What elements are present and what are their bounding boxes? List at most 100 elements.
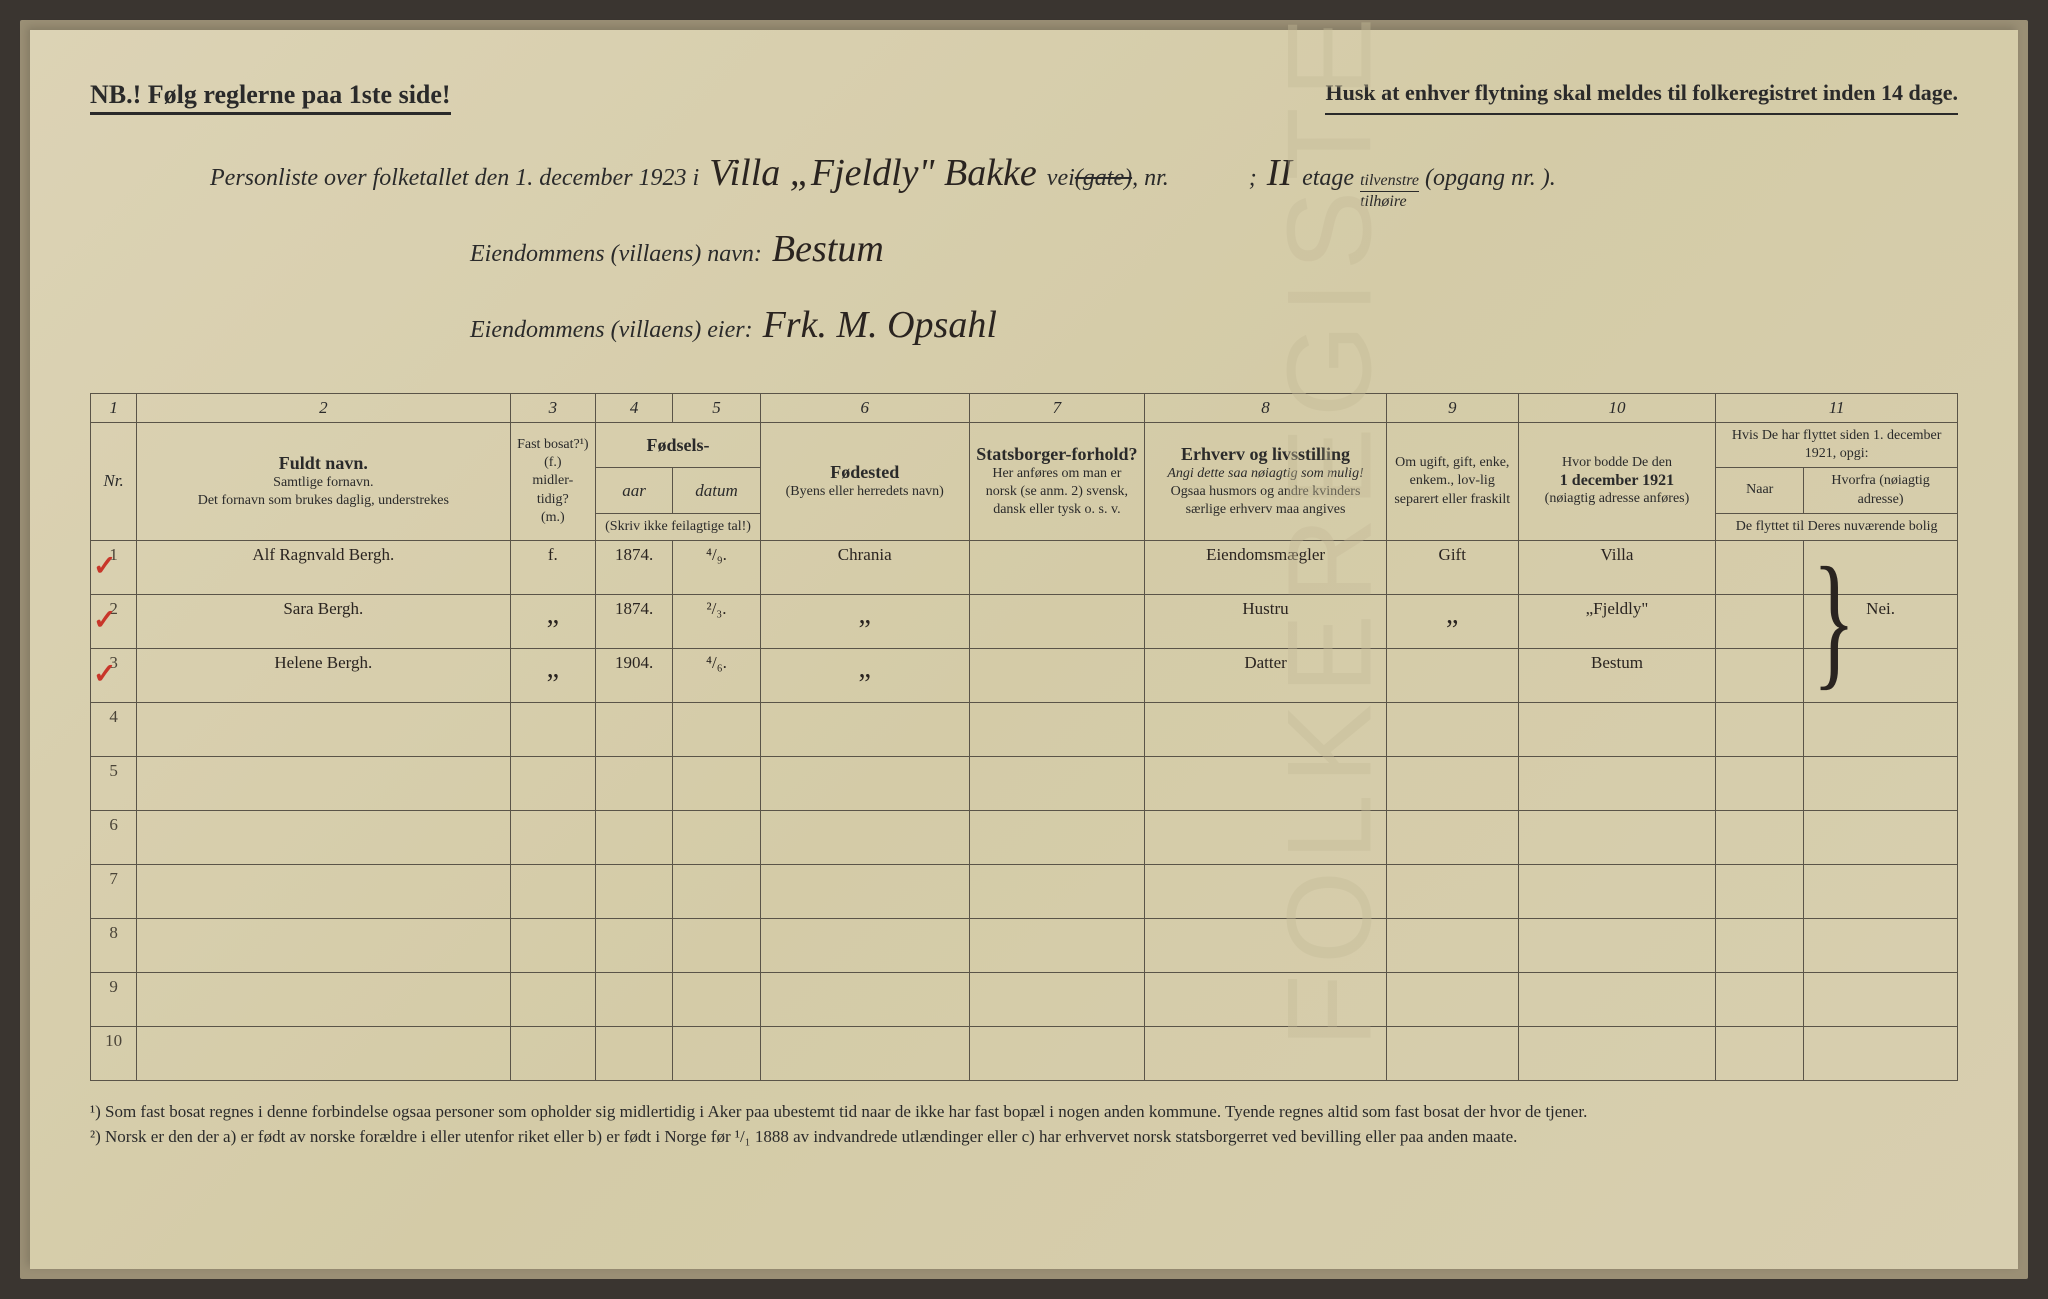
cell-fast: „ bbox=[510, 594, 596, 648]
h-fodsels: Fødsels- bbox=[596, 423, 761, 468]
cell-flyt_fra bbox=[1804, 972, 1958, 1026]
cell-flyt_fra bbox=[1804, 918, 1958, 972]
cell-flyt_naar bbox=[1716, 1026, 1804, 1080]
h-erhverv-s: Ogsaa husmors og andre kvinders særlige … bbox=[1151, 483, 1380, 519]
cell-flyt_naar bbox=[1716, 540, 1804, 594]
h1-semi: ; bbox=[1249, 154, 1257, 202]
cell-datum: ⁴/₆. bbox=[673, 648, 761, 702]
cell-fast: f. bbox=[510, 540, 596, 594]
cell-civil bbox=[1386, 702, 1518, 756]
h-erhverv-i: Angi dette saa nøiagtig som mulig! bbox=[1151, 465, 1380, 483]
census-table: 1 2 3 4 5 6 7 8 9 10 11 Nr. Fuldt navn. bbox=[90, 393, 1958, 1081]
nb-notice: NB.! Følg reglerne paa 1ste side! bbox=[90, 80, 451, 115]
h-aar: aar bbox=[596, 468, 673, 513]
cell-datum bbox=[673, 972, 761, 1026]
cell-statsb bbox=[969, 702, 1145, 756]
table-row: 7 bbox=[91, 864, 1958, 918]
h-skriv: (Skriv ikke feilagtige tal!) bbox=[596, 513, 761, 540]
cell-fodested: „ bbox=[760, 648, 969, 702]
h2-a: Eiendommens (villaens) navn: bbox=[470, 230, 762, 278]
h-statsb-s: Her anføres om man er norsk (se anm. 2) … bbox=[976, 465, 1139, 520]
cell-erhverv: Eiendomsmægler bbox=[1145, 540, 1387, 594]
cell-statsb bbox=[969, 756, 1145, 810]
cell-flyt_fra bbox=[1804, 1026, 1958, 1080]
h1-villa-name: Villa „Fjeldly" Bakke bbox=[699, 135, 1047, 211]
col-numbers: 1 2 3 4 5 6 7 8 9 10 11 bbox=[91, 394, 1958, 423]
cell-civil bbox=[1386, 864, 1518, 918]
h-civil-s: Om ugift, gift, enke, enkem., lov-lig se… bbox=[1393, 454, 1512, 509]
cell-erhverv bbox=[1145, 810, 1387, 864]
h1-d: etage bbox=[1302, 154, 1354, 202]
cn-11: 11 bbox=[1716, 394, 1958, 423]
cell-erhverv bbox=[1145, 702, 1387, 756]
cell-flyt_naar bbox=[1716, 594, 1804, 648]
cell-statsb bbox=[969, 918, 1145, 972]
cell-fodested: „ bbox=[760, 594, 969, 648]
footnotes: ¹) Som fast bosat regnes i denne forbind… bbox=[90, 1099, 1958, 1150]
cell-bodde bbox=[1518, 810, 1716, 864]
cell-statsb bbox=[969, 1026, 1145, 1080]
table-row: 9 bbox=[91, 972, 1958, 1026]
cell-flyt_naar bbox=[1716, 756, 1804, 810]
h-fodested-s: (Byens eller herredets navn) bbox=[767, 483, 963, 501]
cell-bodde bbox=[1518, 864, 1716, 918]
footnote-1: ¹) Som fast bosat regnes i denne forbind… bbox=[90, 1099, 1958, 1125]
h-name-t: Fuldt navn. bbox=[143, 453, 503, 474]
cn-3: 3 bbox=[510, 394, 596, 423]
row-nr: 4 bbox=[91, 702, 137, 756]
cell-flyt_naar bbox=[1716, 864, 1804, 918]
h1-b: vei bbox=[1047, 154, 1075, 202]
cell-erhverv bbox=[1145, 756, 1387, 810]
table-row: 10 bbox=[91, 1026, 1958, 1080]
cell-erhverv bbox=[1145, 972, 1387, 1026]
row-nr: ✓1 bbox=[91, 540, 137, 594]
cell-datum bbox=[673, 1026, 761, 1080]
cell-fodested bbox=[760, 972, 969, 1026]
check-mark: ✓ bbox=[93, 549, 116, 582]
cell-erhverv: Datter bbox=[1145, 648, 1387, 702]
top-bar: NB.! Følg reglerne paa 1ste side! Husk a… bbox=[90, 80, 1958, 115]
h1-fraction: tilvenstre tilhøire bbox=[1360, 173, 1419, 210]
cell-name: Alf Ragnvald Bergh. bbox=[137, 540, 510, 594]
cell-datum: ²/₃. bbox=[673, 594, 761, 648]
h-bodde: Hvor bodde De den 1 december 1921 (nøiag… bbox=[1518, 423, 1716, 541]
h-naar-s: Naar bbox=[1722, 481, 1797, 499]
table-body: ✓1Alf Ragnvald Bergh.f.1874.⁴/₉.ChraniaE… bbox=[91, 540, 1958, 1080]
cell-fast bbox=[510, 972, 596, 1026]
cell-name bbox=[137, 972, 510, 1026]
cell-flyt_fra bbox=[1804, 702, 1958, 756]
cn-5: 5 bbox=[673, 394, 761, 423]
row-nr: ✓3 bbox=[91, 648, 137, 702]
cell-civil bbox=[1386, 972, 1518, 1026]
cell-aar: 1874. bbox=[596, 540, 673, 594]
frac-top: tilvenstre bbox=[1360, 173, 1419, 192]
cell-name bbox=[137, 756, 510, 810]
h1-a: Personliste over folketallet den 1. dece… bbox=[210, 154, 699, 202]
census-form-page: FOLKEREGISTER NB.! Følg reglerne paa 1st… bbox=[30, 30, 2018, 1269]
h-datum: datum bbox=[673, 468, 761, 513]
cell-statsb bbox=[969, 972, 1145, 1026]
cell-bodde: „Fjeldly" bbox=[1518, 594, 1716, 648]
table-row: ✓3Helene Bergh.„1904.⁴/₆.„DatterBestum bbox=[91, 648, 1958, 702]
cell-fodested bbox=[760, 810, 969, 864]
cell-aar bbox=[596, 972, 673, 1026]
cell-aar bbox=[596, 864, 673, 918]
cell-civil bbox=[1386, 918, 1518, 972]
h-civil: Om ugift, gift, enke, enkem., lov-lig se… bbox=[1386, 423, 1518, 541]
h-bodde-a: Hvor bodde De den bbox=[1525, 454, 1710, 472]
h1-e: (opgang nr. ). bbox=[1425, 154, 1556, 202]
footnote-2: ²) Norsk er den der a) er født av norske… bbox=[90, 1124, 1958, 1150]
cell-flyt_naar bbox=[1716, 648, 1804, 702]
h-statsb: Statsborger-forhold? Her anføres om man … bbox=[969, 423, 1145, 541]
h-erhverv: Erhverv og livsstilling Angi dette saa n… bbox=[1145, 423, 1387, 541]
cell-erhverv bbox=[1145, 1026, 1387, 1080]
page-stack: FOLKEREGISTER NB.! Følg reglerne paa 1st… bbox=[20, 20, 2028, 1279]
cell-civil bbox=[1386, 756, 1518, 810]
cell-fast bbox=[510, 810, 596, 864]
cn-8: 8 bbox=[1145, 394, 1387, 423]
cn-7: 7 bbox=[969, 394, 1145, 423]
header-row-1: Nr. Fuldt navn. Samtlige fornavn. Det fo… bbox=[91, 423, 1958, 468]
table-head: 1 2 3 4 5 6 7 8 9 10 11 Nr. Fuldt navn. bbox=[91, 394, 1958, 541]
table-row: 6 bbox=[91, 810, 1958, 864]
cell-civil: „ bbox=[1386, 594, 1518, 648]
